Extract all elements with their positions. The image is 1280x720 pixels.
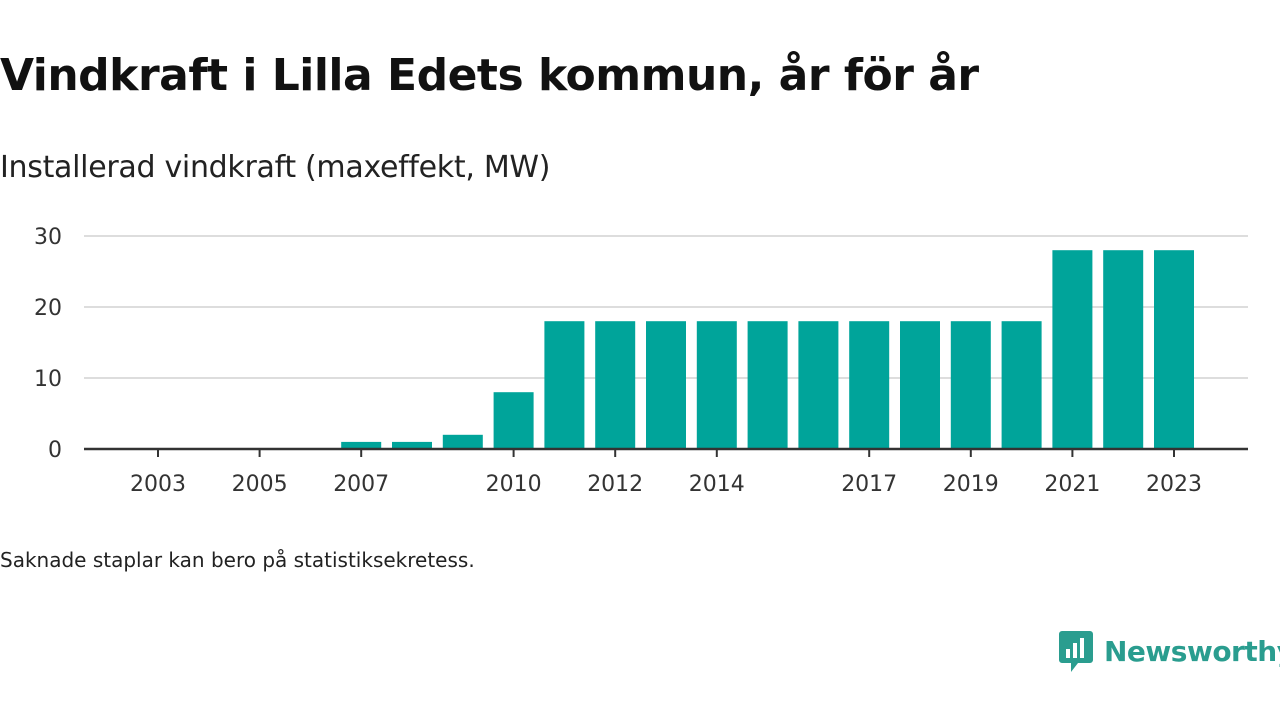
- bar-2022: [1103, 250, 1144, 449]
- y-tick-label: 30: [34, 225, 62, 250]
- x-tick-label: 2017: [841, 472, 897, 497]
- x-tick-label: 2023: [1146, 472, 1202, 497]
- bar-2010: [493, 392, 534, 449]
- bars: [341, 250, 1194, 449]
- x-tick-label: 2014: [689, 472, 745, 497]
- bar-2020: [1001, 321, 1042, 449]
- y-axis-ticks: 0 10 20 30: [34, 225, 62, 463]
- x-tick-label: 2003: [130, 472, 186, 497]
- y-tick-label: 0: [48, 438, 62, 463]
- x-tick-label: 2012: [587, 472, 643, 497]
- bar-2021: [1052, 250, 1093, 449]
- x-tick-label: 2010: [486, 472, 542, 497]
- bar-2011: [544, 321, 585, 449]
- y-tick-label: 10: [34, 367, 62, 392]
- newsworthy-logo-icon: [1059, 631, 1093, 672]
- bar-2014: [696, 321, 737, 449]
- bar-2019: [950, 321, 991, 449]
- bar-2012: [595, 321, 636, 449]
- y-tick-label: 20: [34, 296, 62, 321]
- chart-title: Vindkraft i Lilla Edets kommun, år för å…: [0, 50, 979, 101]
- bar-2015: [747, 321, 788, 449]
- x-tick-label: 2007: [333, 472, 389, 497]
- x-tick-label: 2021: [1044, 472, 1100, 497]
- chart-subtitle: Installerad vindkraft (maxeffekt, MW): [0, 150, 551, 185]
- bar-2023: [1154, 250, 1194, 449]
- brand-logo[interactable]: Newsworthy: [1058, 628, 1280, 674]
- bar-2013: [646, 321, 686, 449]
- bar-2007: [341, 441, 382, 449]
- bar-2008: [392, 441, 432, 449]
- bar-2018: [900, 321, 940, 449]
- bar-2009: [442, 434, 483, 449]
- brand-name: Newsworthy: [1104, 634, 1280, 668]
- bar-2016: [798, 321, 839, 449]
- x-tick-label: 2005: [232, 472, 288, 497]
- footnote: Saknade staplar kan bero på statistiksek…: [0, 548, 475, 572]
- bar-2017: [849, 321, 890, 449]
- x-axis-ticks: 2003 2005 2007 2010 2012 2014 2017 2019 2021 2023: [130, 449, 1202, 497]
- x-tick-label: 2019: [943, 472, 999, 497]
